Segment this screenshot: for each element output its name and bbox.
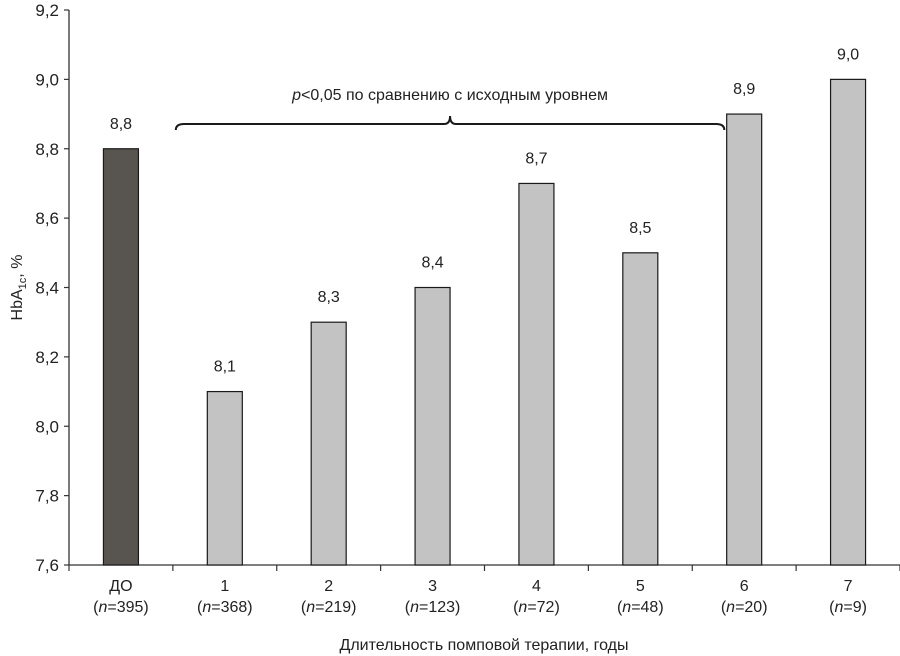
bar-value-label: 8,1 xyxy=(214,359,236,376)
y-tick-label: 8,0 xyxy=(35,417,59,436)
x-tick-sublabel: (n=72) xyxy=(513,599,560,616)
x-tick-label: ДО xyxy=(109,578,132,595)
bar xyxy=(622,252,659,566)
x-tick-sublabel: (n=219) xyxy=(301,599,357,616)
significance-brace xyxy=(174,115,726,131)
y-tick-label: 9,0 xyxy=(35,70,59,89)
x-tick-sublabel: (n=395) xyxy=(93,599,149,616)
y-tick-label: 8,4 xyxy=(35,279,59,298)
x-tick-label: 7 xyxy=(844,578,853,595)
bar xyxy=(829,78,867,566)
bar xyxy=(414,286,451,566)
x-tick-label: 6 xyxy=(740,578,749,595)
significance-label: p<0,05 по сравнению с исходным уровнем xyxy=(291,87,608,104)
bar xyxy=(102,148,140,566)
y-tick-label: 7,8 xyxy=(35,487,59,506)
x-tick-sublabel: (n=48) xyxy=(617,599,664,616)
y-tick-label: 7,6 xyxy=(35,556,59,575)
x-tick-sublabel: (n=123) xyxy=(405,599,461,616)
bar-value-label: 8,9 xyxy=(733,81,755,98)
bar-value-label: 8,3 xyxy=(318,289,340,306)
bar xyxy=(206,390,243,566)
x-tick-label: 2 xyxy=(324,578,333,595)
bar-value-label: 9,0 xyxy=(837,46,859,63)
y-tick-label: 8,8 xyxy=(35,140,59,159)
x-tick-label: 5 xyxy=(636,578,645,595)
bar-value-label: 8,5 xyxy=(629,220,651,237)
y-tick-label: 9,2 xyxy=(35,1,59,20)
axis-titles: Длительность помповой терапии, годы HbA1c… xyxy=(9,255,629,654)
y-axis-title: HbA1c, % xyxy=(9,255,29,321)
chart-axes: 7,6 7,8 8,0 8,2 8,4 8,6 8,8 9,0 9,2 ДО (n=395) 1 (n=… xyxy=(35,1,900,616)
bar-value-label: 8,4 xyxy=(421,255,443,272)
bar xyxy=(726,113,763,566)
y-tick-label: 8,2 xyxy=(35,348,59,367)
x-axis-title: Длительность помповой терапии, годы xyxy=(339,637,628,654)
x-tick-label: 4 xyxy=(532,578,541,595)
x-tick-sublabel: (n=368) xyxy=(197,599,253,616)
x-tick-label: 3 xyxy=(428,578,437,595)
chart-bars: 8,8 8,1 8,3 8,4 8,7 8,5 8,9 9,0 xyxy=(102,46,867,566)
significance-annotation: p<0,05 по сравнению с исходным уровнем xyxy=(174,87,726,131)
y-tick-label: 8,6 xyxy=(35,209,59,228)
bar xyxy=(310,321,347,566)
x-tick-sublabel: (n=9) xyxy=(829,599,867,616)
bar-value-label: 8,7 xyxy=(525,150,547,167)
x-tick-label: 1 xyxy=(220,578,229,595)
bar-value-label: 8,8 xyxy=(110,116,132,133)
bar xyxy=(518,182,555,566)
x-tick-sublabel: (n=20) xyxy=(721,599,768,616)
